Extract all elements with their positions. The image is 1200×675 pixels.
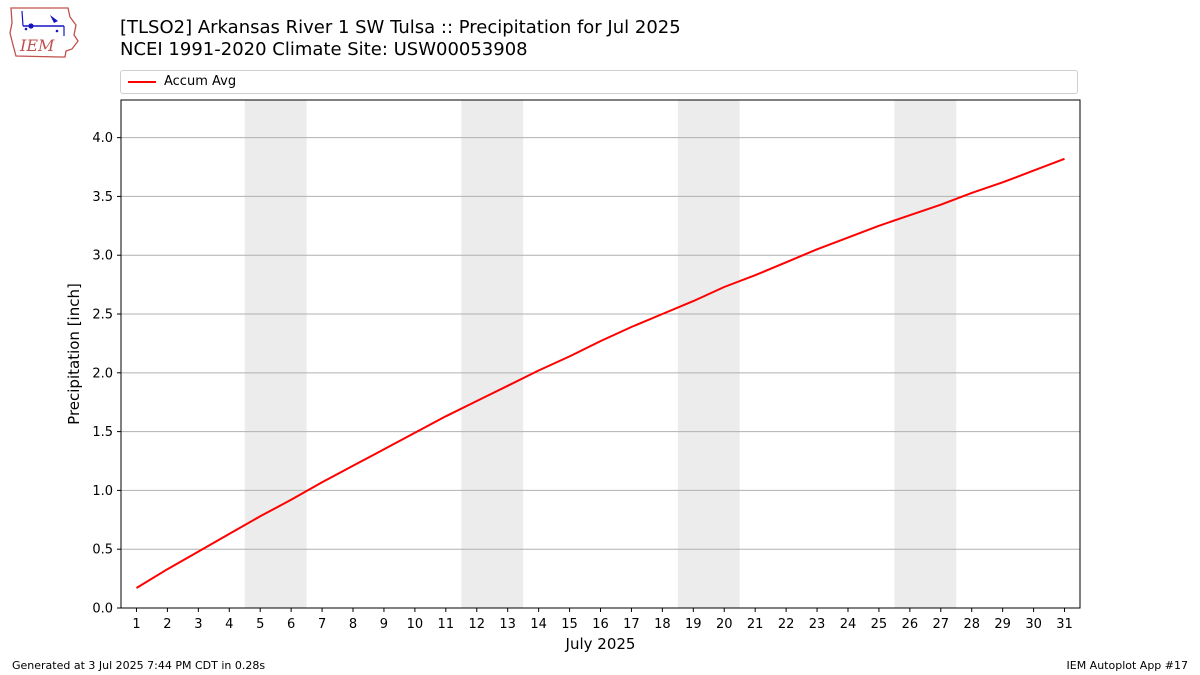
x-tick-label: 19 [685,617,702,632]
x-tick-label: 13 [499,617,516,632]
x-tick-label: 24 [840,617,857,632]
x-tick-label: 26 [902,617,919,632]
logo-text: IEM [19,36,55,55]
x-tick-label: 7 [318,617,326,632]
legend-label: Accum Avg [164,74,237,89]
weekend-shade-band [244,100,307,608]
footer-app-label: IEM Autoplot App #17 [1066,659,1189,672]
y-tick-label: 1.0 [92,484,113,499]
x-tick-label: 28 [963,617,980,632]
x-tick-label: 9 [380,617,388,632]
y-tick-label: 0.0 [92,602,113,617]
y-tick-label: 3.0 [92,249,113,264]
x-tick-label: 21 [747,617,764,632]
x-tick-label: 11 [438,617,455,632]
y-axis-label: Precipitation [inch] [65,283,83,425]
x-tick-label: 25 [871,617,888,632]
chart-title: [TLSO2] Arkansas River 1 SW Tulsa :: Pre… [120,17,681,38]
legend-line-swatch [128,81,156,83]
x-tick-label: 12 [468,617,485,632]
y-tick-label: 0.5 [92,543,113,558]
x-tick-label: 5 [256,617,264,632]
x-tick-label: 4 [225,617,233,632]
x-tick-label: 8 [349,617,357,632]
accum-avg-series-line [135,157,1065,589]
weekend-shade-band [677,100,740,608]
y-tick-label: 2.5 [92,308,113,323]
x-tick-label: 31 [1056,617,1073,632]
x-tick-label: 18 [654,617,671,632]
weekend-shade-band [894,100,957,608]
iem-logo: IEM [8,5,82,59]
y-tick-label: 1.5 [92,425,113,440]
x-tick-label: 23 [809,617,826,632]
x-tick-label: 14 [530,617,547,632]
x-tick-label: 6 [287,617,295,632]
x-axis-label: July 2025 [565,635,636,653]
x-tick-label: 17 [623,617,640,632]
x-tick-label: 27 [933,617,950,632]
plot-frame [120,99,1081,609]
y-tick-label: 2.0 [92,366,113,381]
x-tick-label: 2 [163,617,171,632]
x-tick-label: 30 [1025,617,1042,632]
weekend-shade-band [461,100,524,608]
legend: Accum Avg [120,70,1078,94]
x-tick-label: 22 [778,617,795,632]
y-tick-label: 4.0 [92,131,113,146]
x-tick-label: 1 [132,617,140,632]
x-tick-label: 3 [194,617,202,632]
x-tick-label: 29 [994,617,1011,632]
x-tick-label: 20 [716,617,733,632]
x-tick-label: 10 [407,617,424,632]
chart-subtitle: NCEI 1991-2020 Climate Site: USW00053908 [120,39,528,60]
y-tick-label: 3.5 [92,190,113,205]
x-tick-label: 16 [592,617,609,632]
footer-generated-text: Generated at 3 Jul 2025 7:44 PM CDT in 0… [12,659,266,672]
iem-logo-icon: IEM [9,7,79,58]
x-tick-label: 15 [561,617,578,632]
